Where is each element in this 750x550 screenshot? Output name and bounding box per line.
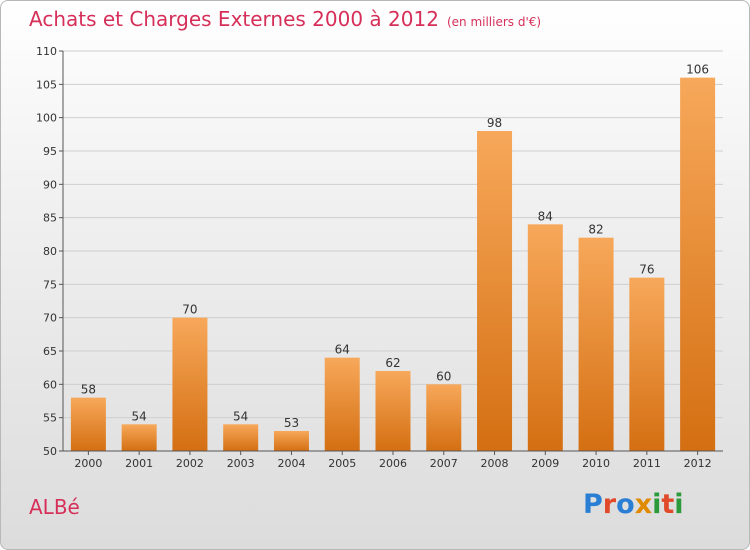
- data-label: 58: [81, 383, 96, 397]
- bar: [121, 424, 157, 451]
- data-label: 64: [335, 343, 350, 357]
- data-label: 60: [436, 369, 451, 383]
- x-tick-label: 2005: [328, 457, 356, 470]
- bar: [578, 237, 614, 451]
- proxiti-logo: Proxiti: [583, 489, 684, 520]
- x-tick-label: 2009: [531, 457, 559, 470]
- bar: [426, 384, 462, 451]
- data-label: 82: [588, 223, 603, 237]
- y-tick-label: 95: [43, 145, 57, 158]
- bar: [172, 317, 208, 451]
- bar: [629, 277, 665, 451]
- chart-title: Achats et Charges Externes 2000 à 2012 (e…: [29, 7, 541, 31]
- y-tick-label: 80: [43, 245, 57, 258]
- logo-letter: r: [602, 489, 617, 520]
- logo-letter: x: [634, 489, 653, 520]
- chart-title-text: Achats et Charges Externes 2000 à 2012: [29, 7, 439, 31]
- data-label: 70: [182, 303, 197, 317]
- y-tick-label: 60: [43, 378, 57, 391]
- x-tick-label: 2008: [481, 457, 509, 470]
- location-label: ALBé: [29, 495, 80, 519]
- bar: [477, 131, 513, 451]
- data-label: 54: [132, 409, 147, 423]
- bar: [70, 397, 106, 451]
- x-tick-label: 2012: [684, 457, 712, 470]
- y-tick-label: 110: [36, 45, 57, 58]
- data-label: 54: [233, 409, 248, 423]
- y-tick-label: 90: [43, 178, 57, 191]
- y-tick-label: 75: [43, 278, 57, 291]
- y-tick-label: 85: [43, 212, 57, 225]
- y-tick-label: 65: [43, 345, 57, 358]
- data-label: 76: [639, 263, 654, 277]
- bar: [273, 431, 309, 451]
- x-tick-label: 2003: [227, 457, 255, 470]
- y-tick-label: 70: [43, 312, 57, 325]
- data-label: 62: [385, 356, 400, 370]
- x-tick-label: 2011: [633, 457, 661, 470]
- x-tick-label: 2001: [125, 457, 153, 470]
- logo-letter: i: [674, 489, 684, 520]
- logo-letter: P: [583, 489, 603, 520]
- data-label: 106: [686, 63, 709, 77]
- x-tick-label: 2000: [74, 457, 102, 470]
- bar: [375, 371, 411, 451]
- y-tick-label: 105: [36, 78, 57, 91]
- data-label: 84: [538, 209, 553, 223]
- y-tick-label: 55: [43, 412, 57, 425]
- logo-letter: o: [616, 489, 635, 520]
- x-tick-label: 2007: [430, 457, 458, 470]
- bar: [527, 224, 563, 451]
- data-label: 98: [487, 116, 502, 130]
- logo-letter: i: [652, 489, 662, 520]
- x-tick-label: 2010: [582, 457, 610, 470]
- chart-unit: (en milliers d'€): [446, 15, 542, 29]
- bar: [680, 77, 716, 452]
- x-tick-label: 2006: [379, 457, 407, 470]
- y-tick-label: 50: [43, 445, 57, 458]
- y-tick-label: 100: [36, 112, 57, 125]
- data-label: 53: [284, 416, 299, 430]
- bar: [223, 424, 259, 451]
- logo-letter: t: [661, 489, 675, 520]
- x-tick-label: 2004: [277, 457, 305, 470]
- bar: [324, 357, 360, 451]
- x-tick-label: 2002: [176, 457, 204, 470]
